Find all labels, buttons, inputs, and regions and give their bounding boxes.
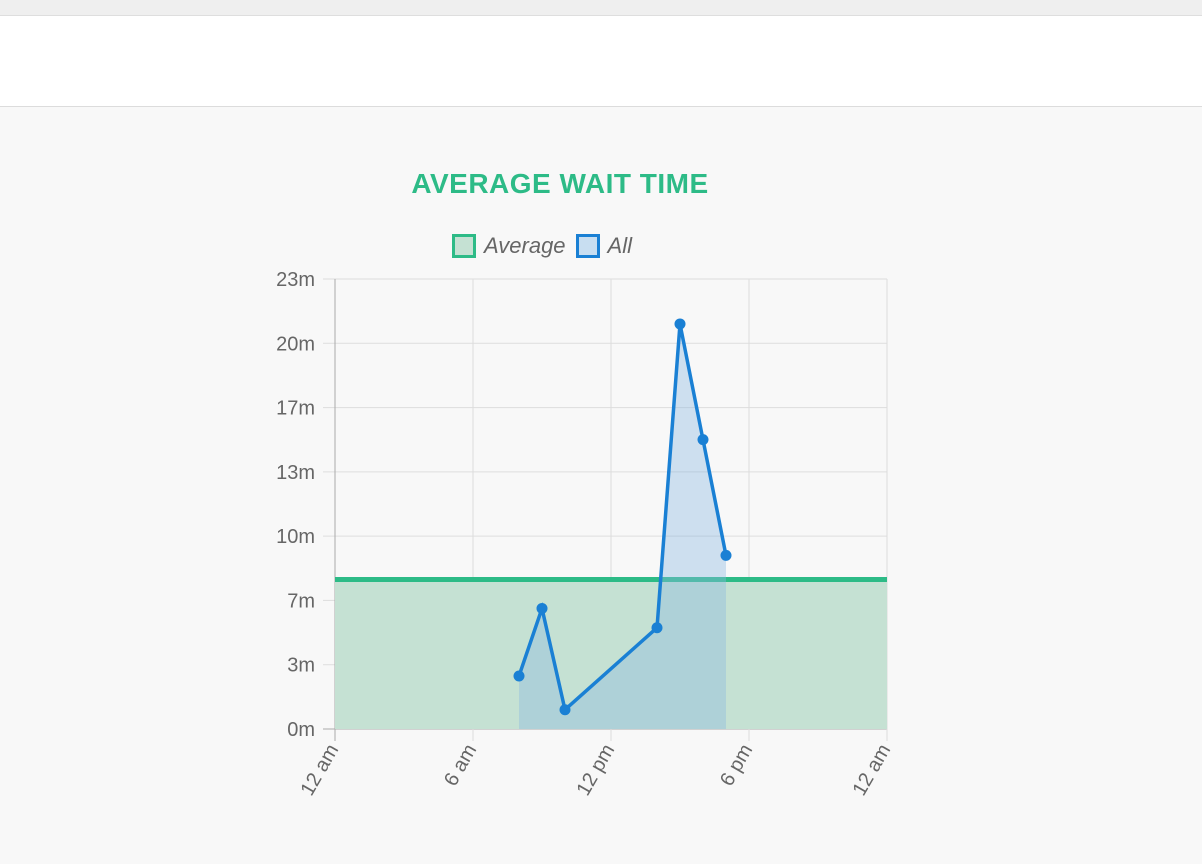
all-area bbox=[519, 323, 726, 729]
y-tick-label: 7m bbox=[287, 590, 315, 612]
y-tick-label: 3m bbox=[287, 655, 315, 677]
browser-top-strip bbox=[0, 0, 1202, 16]
y-tick-label: 10m bbox=[276, 526, 315, 548]
legend-label-all: All bbox=[607, 233, 632, 258]
x-tick-label: 6 am bbox=[440, 741, 481, 791]
x-tick-label: 12 am bbox=[848, 741, 895, 800]
legend-item-all[interactable]: All bbox=[575, 233, 632, 259]
all-data-point bbox=[651, 622, 663, 634]
legend-swatch-all bbox=[575, 234, 600, 258]
legend-swatch-average bbox=[452, 234, 476, 258]
chart-panel bbox=[0, 107, 1202, 864]
all-data-point bbox=[674, 318, 686, 330]
chart-title: AVERAGE WAIT TIME bbox=[411, 168, 709, 199]
legend-label-average: Average bbox=[484, 233, 566, 258]
all-data-point bbox=[720, 549, 732, 561]
average-area bbox=[335, 579, 887, 729]
y-tick-label: 23m bbox=[276, 269, 315, 291]
x-tick-label: 6 pm bbox=[716, 741, 757, 791]
x-tick-label: 12 pm bbox=[572, 741, 619, 800]
all-data-point bbox=[513, 670, 525, 682]
x-tick-label: 12 am bbox=[296, 741, 343, 800]
all-data-point bbox=[559, 704, 571, 716]
all-data-point bbox=[697, 434, 709, 446]
all-data-point bbox=[536, 602, 548, 614]
chart-legend: Average All bbox=[452, 231, 634, 261]
y-tick-label: 20m bbox=[276, 333, 315, 355]
legend-item-average[interactable]: Average bbox=[452, 233, 566, 259]
y-tick-label: 17m bbox=[276, 398, 315, 420]
y-tick-label: 13m bbox=[276, 462, 315, 484]
page-header bbox=[0, 16, 1202, 107]
y-tick-label: 0m bbox=[287, 719, 315, 741]
